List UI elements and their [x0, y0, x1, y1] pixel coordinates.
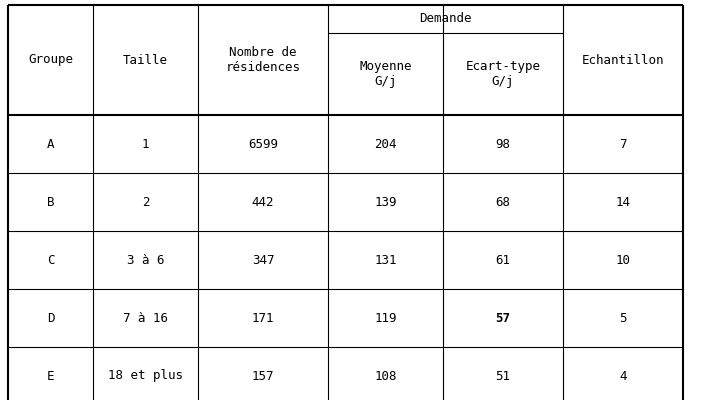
- Text: 157: 157: [252, 370, 274, 382]
- Text: C: C: [47, 254, 54, 266]
- Text: D: D: [47, 312, 54, 324]
- Text: 61: 61: [495, 254, 510, 266]
- Text: Echantillon: Echantillon: [582, 54, 664, 66]
- Text: Moyenne
G/j: Moyenne G/j: [360, 60, 412, 88]
- Text: 204: 204: [374, 138, 397, 150]
- Text: 2: 2: [142, 196, 149, 208]
- Text: 14: 14: [615, 196, 630, 208]
- Text: 7 à 16: 7 à 16: [123, 312, 168, 324]
- Text: 171: 171: [252, 312, 274, 324]
- Text: 4: 4: [619, 370, 627, 382]
- Text: 98: 98: [495, 138, 510, 150]
- Text: A: A: [47, 138, 54, 150]
- Text: 68: 68: [495, 196, 510, 208]
- Text: 347: 347: [252, 254, 274, 266]
- Text: 57: 57: [495, 312, 510, 324]
- Text: 6599: 6599: [248, 138, 278, 150]
- Text: 5: 5: [619, 312, 627, 324]
- Text: 119: 119: [374, 312, 397, 324]
- Text: Nombre de
résidences: Nombre de résidences: [225, 46, 300, 74]
- Text: 131: 131: [374, 254, 397, 266]
- Text: E: E: [47, 370, 54, 382]
- Text: 18 et plus: 18 et plus: [108, 370, 183, 382]
- Text: Groupe: Groupe: [28, 54, 73, 66]
- Text: Taille: Taille: [123, 54, 168, 66]
- Text: 10: 10: [615, 254, 630, 266]
- Text: 51: 51: [495, 370, 510, 382]
- Text: B: B: [47, 196, 54, 208]
- Text: 139: 139: [374, 196, 397, 208]
- Text: 108: 108: [374, 370, 397, 382]
- Text: 442: 442: [252, 196, 274, 208]
- Text: 3 à 6: 3 à 6: [127, 254, 164, 266]
- Text: Demande: Demande: [419, 12, 471, 26]
- Text: Ecart-type
G/j: Ecart-type G/j: [466, 60, 541, 88]
- Text: 1: 1: [142, 138, 149, 150]
- Text: 7: 7: [619, 138, 627, 150]
